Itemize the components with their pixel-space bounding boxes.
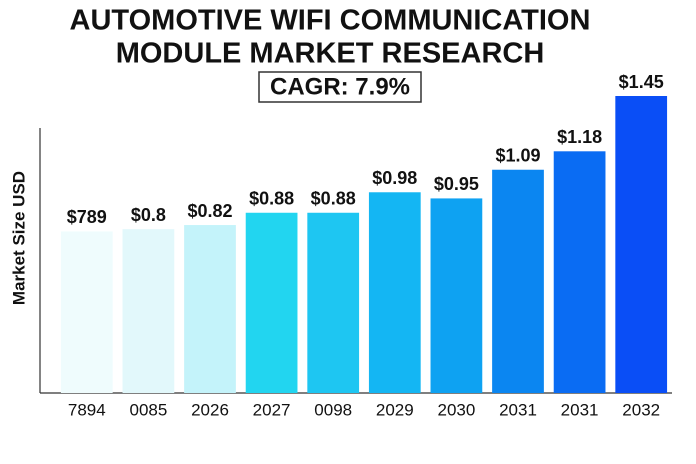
bar xyxy=(615,96,668,393)
value-label: $1.18 xyxy=(557,127,602,147)
x-tick-label: 2031 xyxy=(499,400,537,419)
x-tick-label: 2030 xyxy=(437,400,475,419)
value-label: $789 xyxy=(67,207,107,227)
x-tick-label: 2032 xyxy=(622,400,660,419)
x-tick-label: 0098 xyxy=(314,400,352,419)
x-tick-label: 7894 xyxy=(68,400,106,419)
value-label: $0.8 xyxy=(131,205,166,225)
bar xyxy=(492,169,544,393)
bar xyxy=(368,192,421,393)
bar xyxy=(122,229,175,393)
value-label: $0.95 xyxy=(434,174,479,194)
x-tick-label: 0085 xyxy=(129,400,167,419)
value-label: $1.45 xyxy=(619,72,664,92)
value-label: $0.82 xyxy=(187,201,232,221)
subtitle: CAGR: 7.9% xyxy=(270,73,410,100)
bar xyxy=(553,151,606,393)
bar xyxy=(184,225,236,393)
value-label: $0.88 xyxy=(311,189,356,209)
x-tick-label: 2026 xyxy=(191,400,229,419)
value-label: $1.09 xyxy=(495,145,540,165)
chart-title: AUTOMOTIVE WIFI COMMUNICATION xyxy=(70,5,591,37)
bar xyxy=(430,198,483,393)
value-label: $0.88 xyxy=(249,189,294,209)
subtitle-box xyxy=(258,71,422,103)
x-tick-label: 2027 xyxy=(253,400,291,419)
chart-title: MODULE MARKET RESEARCH xyxy=(116,38,545,70)
x-tick-label: 2031 xyxy=(561,400,599,419)
bar xyxy=(60,231,113,393)
x-tick-label: 2029 xyxy=(376,400,414,419)
bar xyxy=(245,212,298,393)
bar xyxy=(307,212,360,393)
value-label: $0.98 xyxy=(372,168,417,188)
y-axis-label: Market Size USD xyxy=(9,171,28,305)
